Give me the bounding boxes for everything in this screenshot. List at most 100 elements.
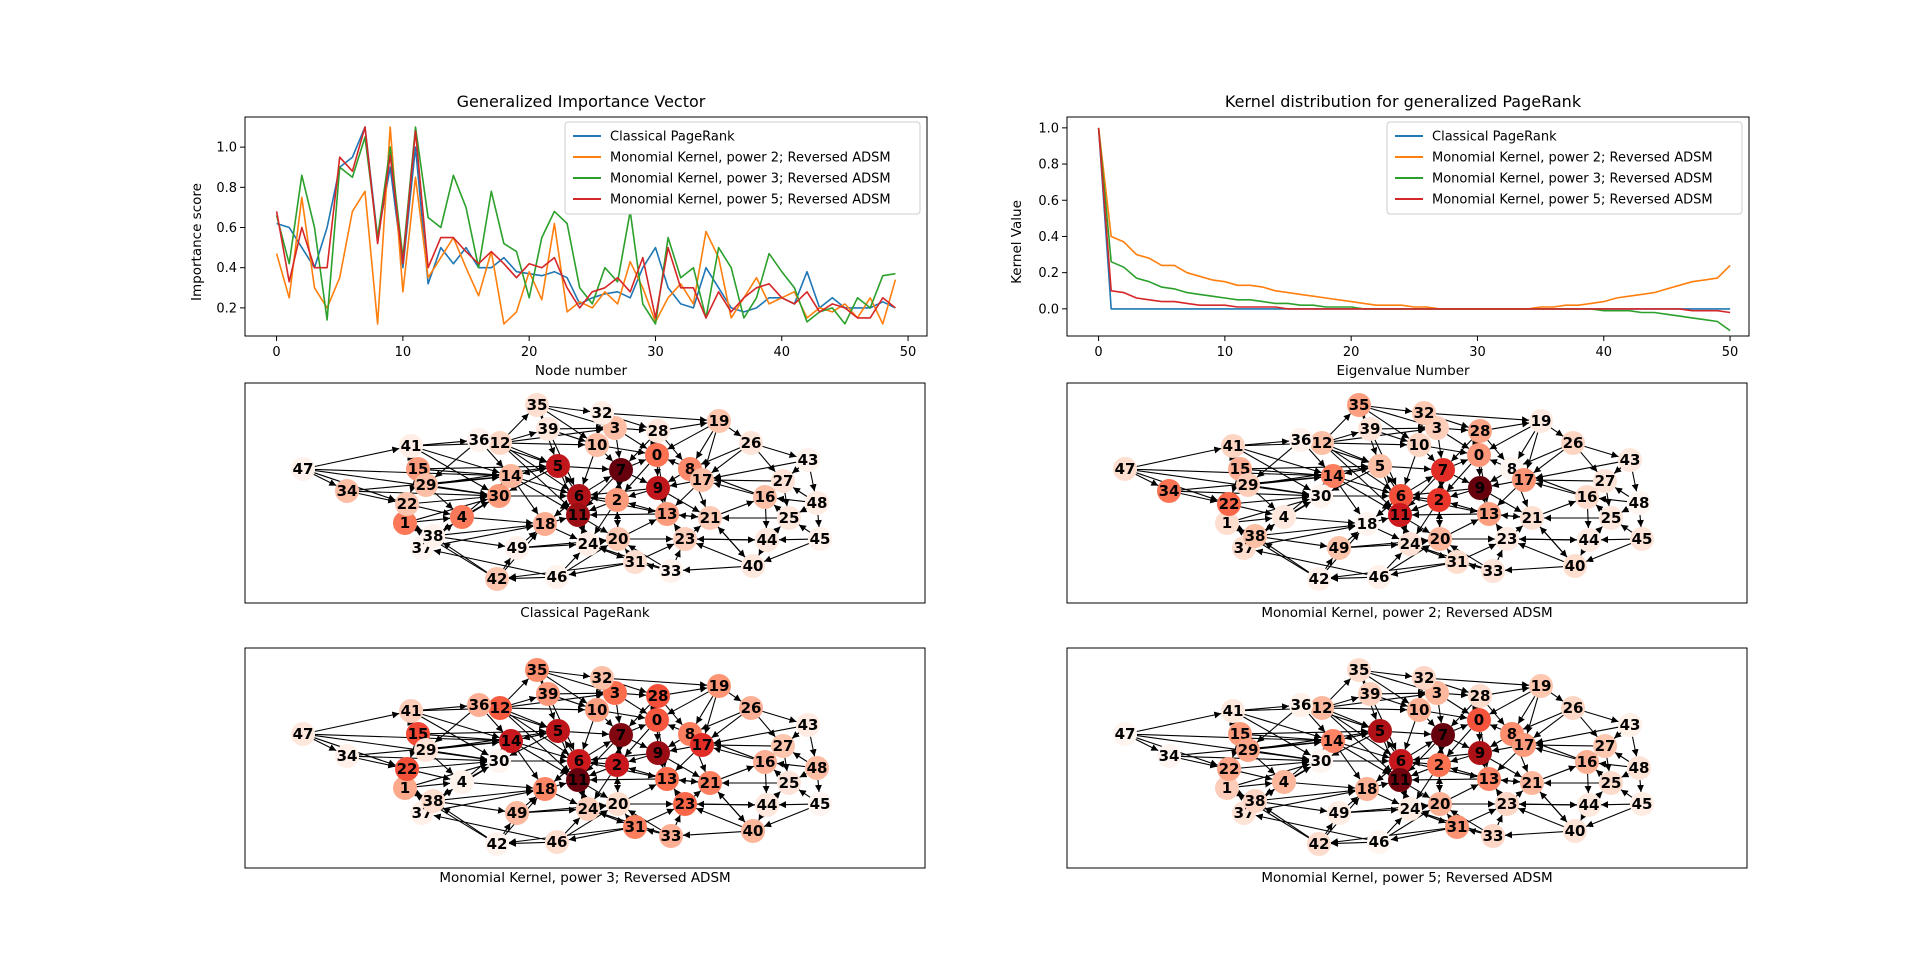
node-label: 48 [1629, 759, 1650, 777]
graph-caption: Monomial Kernel, power 2; Reversed ADSM [1261, 605, 1552, 621]
node-label: 20 [608, 530, 629, 548]
node-label: 4 [457, 508, 467, 526]
node-label: 1 [400, 514, 410, 532]
node-label: 7 [616, 726, 626, 744]
node-label: 28 [1470, 687, 1491, 705]
node-label: 9 [1475, 479, 1485, 497]
node-label: 16 [755, 753, 776, 771]
node-label: 16 [1577, 753, 1598, 771]
node-label: 26 [1563, 434, 1584, 452]
graph-edge [560, 693, 603, 694]
node-label: 11 [1390, 506, 1411, 524]
node-label: 1 [400, 779, 410, 797]
node-label: 12 [490, 699, 511, 717]
node-label: 21 [700, 509, 721, 527]
node-label: 44 [1579, 796, 1600, 814]
node-label: 13 [657, 505, 678, 523]
legend-label: Monomial Kernel, power 5; Reversed ADSM [610, 193, 891, 208]
y-tick-label: 0.0 [1038, 302, 1059, 317]
kernel-distribution-chart: Kernel distribution for generalized Page… [1009, 92, 1749, 379]
node-label: 35 [527, 396, 548, 414]
node-label: 25 [779, 774, 800, 792]
node-label: 24 [578, 535, 599, 553]
node-label: 7 [616, 461, 626, 479]
node-label: 34 [337, 482, 358, 500]
node-label: 19 [709, 412, 730, 430]
node-label: 33 [1483, 562, 1504, 580]
y-axis-label: Kernel Value [1009, 200, 1025, 284]
node-label: 9 [653, 744, 663, 762]
graph-caption: Monomial Kernel, power 3; Reversed ADSM [439, 870, 730, 886]
node-label: 48 [807, 759, 828, 777]
node-label: 33 [1483, 827, 1504, 845]
node-label: 0 [1474, 711, 1484, 729]
node-label: 0 [652, 446, 662, 464]
node-label: 2 [1434, 491, 1444, 509]
node-label: 41 [1223, 437, 1244, 455]
node-label: 42 [1309, 835, 1330, 853]
node-label: 42 [487, 570, 508, 588]
node-label: 34 [1159, 482, 1180, 500]
node-label: 25 [1601, 774, 1622, 792]
chart-title: Generalized Importance Vector [457, 92, 706, 111]
graph-edge [1382, 693, 1425, 694]
node-label: 4 [457, 773, 467, 791]
node-label: 41 [401, 437, 422, 455]
node-label: 29 [416, 476, 437, 494]
node-label: 40 [1565, 557, 1586, 575]
node-label: 45 [1632, 795, 1653, 813]
node-label: 13 [657, 770, 678, 788]
node-label: 12 [1312, 699, 1333, 717]
node-label: 12 [1312, 434, 1333, 452]
y-axis-label: Importance score [189, 183, 205, 301]
node-label: 22 [397, 760, 418, 778]
node-label: 38 [423, 527, 444, 545]
node-label: 38 [1245, 527, 1266, 545]
y-tick-label: 0.2 [1038, 266, 1059, 281]
node-label: 39 [538, 420, 559, 438]
x-tick-label: 20 [521, 345, 538, 360]
y-tick-label: 0.4 [1038, 230, 1059, 245]
node-label: 27 [1595, 737, 1616, 755]
node-label: 6 [574, 752, 584, 770]
node-label: 49 [507, 804, 528, 822]
node-label: 26 [741, 699, 762, 717]
node-label: 11 [568, 771, 589, 789]
x-tick-label: 30 [1469, 345, 1486, 360]
graph-edge [1382, 428, 1425, 429]
node-label: 40 [1565, 822, 1586, 840]
node-label: 33 [661, 562, 682, 580]
node-label: 46 [547, 568, 568, 586]
node-label: 47 [1115, 460, 1136, 478]
node-label: 47 [293, 725, 314, 743]
node-label: 16 [755, 488, 776, 506]
node-label: 32 [1414, 404, 1435, 422]
node-label: 1 [1222, 779, 1232, 797]
node-label: 24 [1400, 800, 1421, 818]
node-label: 32 [592, 669, 613, 687]
y-tick-label: 1.0 [1038, 121, 1059, 136]
node-label: 17 [692, 471, 713, 489]
node-label: 1 [1222, 514, 1232, 532]
node-label: 31 [625, 818, 646, 836]
node-label: 45 [810, 795, 831, 813]
node-label: 46 [1369, 568, 1390, 586]
node-label: 10 [587, 436, 608, 454]
node-label: 47 [293, 460, 314, 478]
node-label: 35 [1349, 661, 1370, 679]
node-label: 18 [535, 515, 556, 533]
node-label: 19 [1531, 677, 1552, 695]
legend-label: Monomial Kernel, power 2; Reversed ADSM [1432, 151, 1713, 166]
node-label: 25 [1601, 509, 1622, 527]
node-label: 34 [337, 747, 358, 765]
node-label: 17 [692, 736, 713, 754]
node-label: 33 [661, 827, 682, 845]
node-label: 23 [1497, 795, 1518, 813]
node-label: 40 [743, 557, 764, 575]
node-label: 46 [547, 833, 568, 851]
node-label: 17 [1514, 471, 1535, 489]
node-label: 44 [1579, 531, 1600, 549]
node-label: 49 [1329, 539, 1350, 557]
node-label: 23 [675, 530, 696, 548]
